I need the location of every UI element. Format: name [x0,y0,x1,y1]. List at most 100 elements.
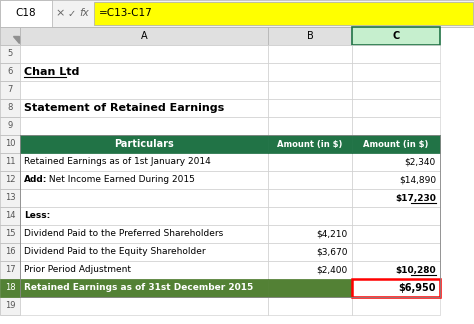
Text: ×: × [55,8,64,18]
Bar [352,225,440,243]
Bar [0,297,20,315]
Text: 11: 11 [5,157,15,167]
Bar [20,63,268,81]
Polygon shape [13,36,19,43]
Text: Amount (in $): Amount (in $) [363,140,428,148]
Bar [268,261,352,279]
Text: 16: 16 [5,248,15,257]
Text: 10: 10 [5,140,15,148]
Text: 15: 15 [5,229,15,238]
Bar [352,171,440,189]
Bar [20,153,268,171]
Bar [268,171,352,189]
Bar [20,279,268,297]
Bar [268,207,352,225]
Bar [352,135,440,153]
Text: A: A [141,31,147,41]
Bar [0,225,20,243]
Bar [268,243,352,261]
Text: 7: 7 [7,86,13,95]
Bar [0,261,20,279]
Text: 8: 8 [7,103,13,112]
Bar [20,27,268,45]
Bar [352,135,440,153]
Bar [352,279,440,297]
Bar [20,135,440,297]
Text: =C13-C17: =C13-C17 [99,8,153,18]
Bar [268,135,352,153]
Text: 19: 19 [5,302,15,310]
Text: 14: 14 [5,212,15,221]
Bar [352,243,440,261]
Bar [20,99,268,117]
Bar [20,81,268,99]
Text: Statement of Retained Earnings: Statement of Retained Earnings [24,103,224,113]
Bar [352,297,440,315]
Text: Less:: Less: [24,212,50,221]
Bar [0,0,52,27]
Bar [268,45,352,63]
Bar [352,207,440,225]
Bar [20,297,268,315]
Bar [0,153,20,171]
Text: 12: 12 [5,176,15,184]
Bar [20,207,268,225]
Text: Prior Period Adjustment: Prior Period Adjustment [24,265,131,274]
Bar [20,261,268,279]
Bar [20,171,268,189]
Bar [352,153,440,171]
Bar [20,225,268,243]
Bar [0,0,474,27]
Bar [268,63,352,81]
Bar [0,81,20,99]
Bar [20,189,268,207]
Bar [0,171,20,189]
Text: $2,340: $2,340 [405,157,436,167]
Text: C: C [392,31,400,41]
Bar [20,279,268,297]
Bar [20,135,268,153]
Bar [352,261,440,279]
Bar [0,63,20,81]
Bar [0,27,20,45]
Text: fx: fx [79,8,89,18]
Text: $6,950: $6,950 [399,283,436,293]
Text: Retained Earnings as of 31st December 2015: Retained Earnings as of 31st December 20… [24,284,253,293]
Bar [268,117,352,135]
Bar [352,45,440,63]
Text: $2,400: $2,400 [317,265,348,274]
Text: Chan Ltd: Chan Ltd [24,67,79,77]
Bar [0,135,20,153]
Text: 18: 18 [5,284,15,293]
Bar [352,63,440,81]
Text: $3,670: $3,670 [317,248,348,257]
Bar [352,27,440,45]
Bar [0,279,20,297]
Bar [94,2,473,25]
Bar [352,279,440,297]
Bar [268,135,352,153]
Bar [0,189,20,207]
Bar [268,189,352,207]
Text: 5: 5 [8,50,13,59]
Bar [0,45,20,63]
Text: Dividend Paid to the Equity Shareholder: Dividend Paid to the Equity Shareholder [24,248,206,257]
Bar [0,117,20,135]
Bar [352,99,440,117]
Text: Add:: Add: [24,176,47,184]
Bar [0,207,20,225]
Bar [0,243,20,261]
Bar [268,279,352,297]
Bar [268,297,352,315]
Bar [268,81,352,99]
Bar [352,189,440,207]
Text: Amount (in $): Amount (in $) [277,140,343,148]
Text: $14,890: $14,890 [399,176,436,184]
Bar [268,27,352,45]
Bar [20,243,268,261]
Text: 13: 13 [5,193,15,202]
Text: Retained Earnings as of 1st January 2014: Retained Earnings as of 1st January 2014 [24,157,211,167]
Bar [0,99,20,117]
Text: C18: C18 [16,8,36,18]
Bar [268,225,352,243]
